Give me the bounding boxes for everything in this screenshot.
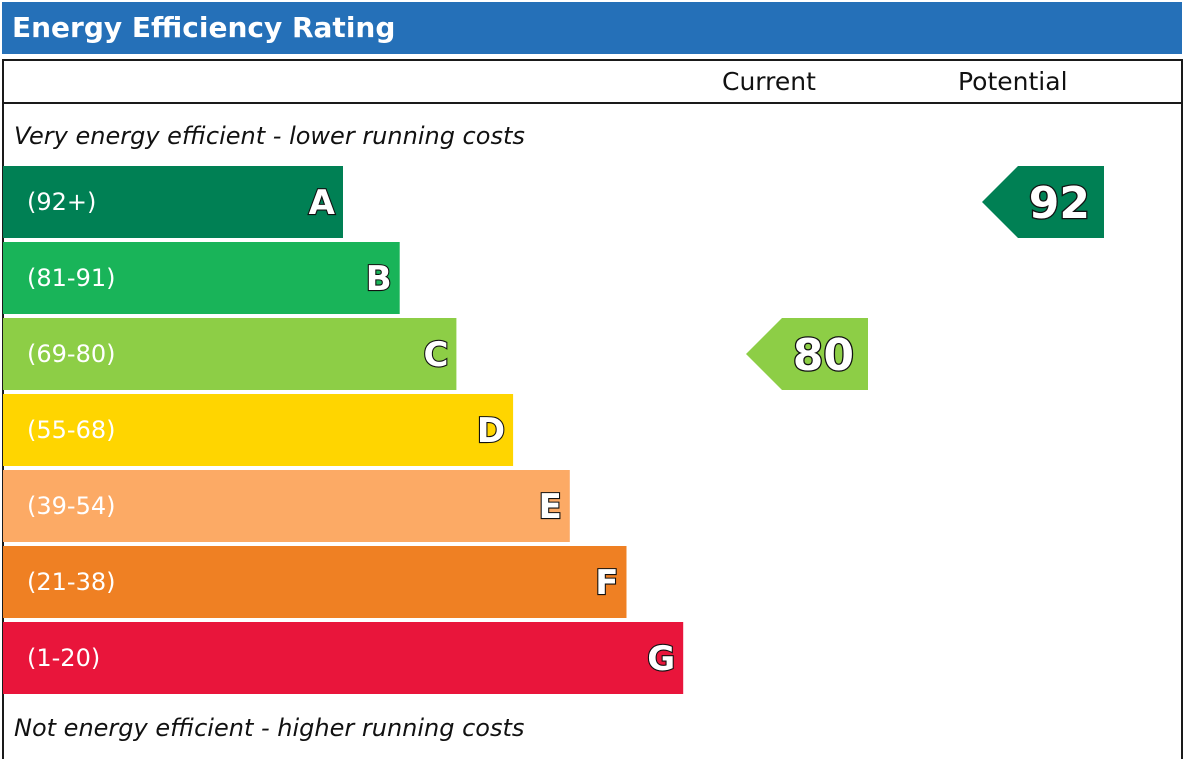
band-bar-a [3,166,343,238]
band-bar-d [3,394,514,466]
band-range-a: (92+) [27,188,96,216]
band-range-f: (21-38) [27,568,115,596]
current-column-header: Current [722,67,816,96]
band-letter-g: G [647,639,675,679]
band-letter-e: E [539,487,562,527]
band-range-e: (39-54) [27,492,115,520]
band-letter-d: D [477,411,505,451]
top-note: Very energy efficient - lower running co… [14,122,525,150]
band-letter-f: F [595,563,618,603]
band-range-c: (69-80) [27,340,115,368]
band-range-d: (55-68) [27,416,115,444]
header-divider [2,102,1183,104]
band-bar-b [3,242,400,314]
band-letter-a: A [309,183,336,223]
current-rating-arrow [746,318,868,390]
potential-rating-value: 92 [1029,178,1090,229]
potential-column-header: Potential [958,67,1068,96]
band-bar-e [3,470,570,542]
band-range-g: (1-20) [27,644,100,672]
chart-title: Energy Efficiency Rating [2,2,1182,54]
band-bar-f [3,546,627,618]
band-bar-c [3,318,457,390]
potential-rating-arrow [982,166,1104,238]
current-rating-value: 80 [793,330,854,381]
band-bar-g [3,622,684,694]
band-letter-b: B [366,259,392,299]
bottom-note: Not energy efficient - higher running co… [14,714,525,742]
band-letter-c: C [423,335,448,375]
band-range-b: (81-91) [27,264,115,292]
